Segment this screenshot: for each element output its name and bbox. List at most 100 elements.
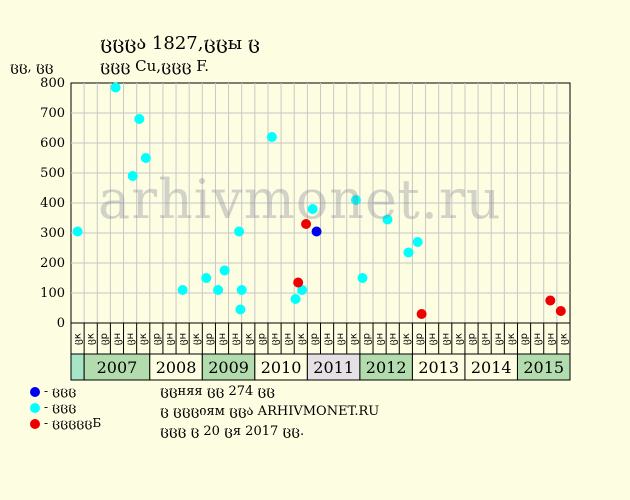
data-point — [311, 226, 322, 237]
data-point — [555, 306, 566, 316]
x-slot-label: ცр — [519, 333, 530, 345]
data-point — [357, 273, 368, 283]
year-label: 2010 — [261, 358, 302, 377]
y-axis-label: ცც, ცც — [10, 60, 54, 75]
x-slot-label: ცн — [125, 333, 136, 345]
x-slot-label: ცн — [375, 333, 386, 345]
year-cell — [516, 353, 571, 381]
year-label: 2011 — [313, 358, 354, 377]
legend-label: - ცცცცცБ — [44, 416, 102, 430]
year-cell — [411, 353, 466, 381]
x-slot-label: ცк — [73, 333, 84, 345]
legend-label: - ცცც — [44, 400, 77, 414]
x-slot-label: ცр — [361, 333, 372, 345]
data-point — [235, 304, 246, 315]
y-tick-label: 400 — [40, 196, 65, 211]
x-slot-label: ცр — [99, 333, 110, 345]
x-slot-label: ცк — [296, 333, 307, 345]
chart-title: ცცცა 1827,ცცы ც — [100, 33, 260, 54]
legend-dot-icon — [30, 402, 40, 413]
x-slot-label: ცн — [427, 333, 438, 345]
x-slot-label: ცр — [414, 333, 425, 345]
note-date-line: ცცც ც 20 ცя 2017 ცც. — [160, 424, 305, 439]
y-tick-label: 300 — [40, 226, 65, 241]
data-point — [290, 294, 301, 304]
note-price-line: ცცняя ცც 274 ცც — [160, 384, 275, 399]
x-slot-label: ცк — [453, 333, 464, 345]
year-label: 2007 — [97, 358, 138, 377]
data-point — [350, 195, 361, 205]
x-slot-label: ცн — [532, 333, 543, 345]
data-point — [403, 247, 414, 258]
legend-item-3: - ცცცცცБ — [30, 416, 101, 430]
x-slot-label: ცр — [204, 333, 215, 345]
data-point — [127, 171, 138, 181]
data-point — [110, 82, 121, 93]
year-cell — [83, 353, 151, 381]
x-slot-label: ცк — [243, 333, 254, 345]
x-slot-label: ცн — [217, 333, 228, 345]
data-point — [134, 114, 145, 124]
x-slot-label: ცн — [493, 333, 504, 345]
data-point — [293, 277, 304, 288]
x-slot-label: ცр — [151, 333, 162, 345]
x-slot-label: ცк — [558, 333, 569, 345]
y-tick-label: 500 — [40, 166, 65, 181]
year-label: 2015 — [523, 358, 564, 377]
x-slot-label: ცн — [112, 333, 123, 345]
year-label: 2009 — [208, 358, 249, 377]
data-point — [219, 265, 230, 276]
y-tick-label: 700 — [40, 106, 65, 121]
year-cell — [254, 353, 308, 381]
year-label: 2008 — [156, 358, 197, 377]
x-slot-label: ცн — [230, 333, 241, 345]
legend-item-2: - ცცც — [30, 400, 76, 414]
data-point — [412, 237, 423, 247]
data-point — [234, 226, 245, 237]
x-slot-label: ცк — [86, 333, 97, 345]
data-point — [416, 309, 427, 319]
x-slot-label: ცн — [335, 333, 346, 345]
x-slot-label: ცн — [164, 333, 175, 345]
x-slot-label: ცн — [283, 333, 294, 345]
year-cell — [149, 353, 203, 381]
y-tick-label: 600 — [40, 136, 65, 151]
year-cell — [201, 353, 256, 381]
data-point — [266, 132, 277, 142]
note-source-line: ც ცცციям ცცა ARHIVMONET.RU — [160, 404, 380, 419]
year-cell — [70, 353, 85, 381]
x-slot-label: ცк — [191, 333, 202, 345]
x-slot-label: ცн — [480, 333, 491, 345]
year-label: 2014 — [471, 358, 512, 377]
year-cell — [306, 353, 361, 381]
x-slot-label: ცн — [388, 333, 399, 345]
year-label: 2012 — [366, 358, 407, 377]
x-slot-label: ცк — [348, 333, 359, 345]
data-point — [213, 285, 224, 295]
legend-dot-icon — [30, 386, 40, 397]
x-slot-label: ცн — [440, 333, 451, 345]
x-slot-label: ცн — [545, 333, 556, 345]
x-slot-label: ცк — [138, 333, 149, 345]
y-tick-label: 200 — [40, 256, 65, 271]
legend-label: - ცცც — [44, 384, 77, 398]
x-slot-label: ცк — [506, 333, 517, 345]
y-tick-label: 800 — [40, 76, 65, 91]
data-point — [236, 285, 247, 295]
data-point — [140, 153, 151, 163]
x-slot-label: ცн — [322, 333, 333, 345]
y-tick-label: 0 — [57, 316, 65, 331]
legend-dot-icon — [30, 418, 40, 429]
year-cell — [464, 353, 518, 381]
year-label: 2013 — [418, 358, 459, 377]
chart-subtitle: ცცც Cu,ცცც F. — [100, 57, 210, 75]
x-slot-label: ცк — [401, 333, 412, 345]
x-slot-label: ცн — [178, 333, 189, 345]
data-point — [301, 219, 312, 229]
legend-item-1: - ცცც — [30, 384, 76, 398]
x-slot-label: ცн — [270, 333, 281, 345]
y-tick-label: 100 — [40, 286, 65, 301]
data-point — [72, 226, 83, 237]
x-slot-label: ცр — [467, 333, 478, 345]
